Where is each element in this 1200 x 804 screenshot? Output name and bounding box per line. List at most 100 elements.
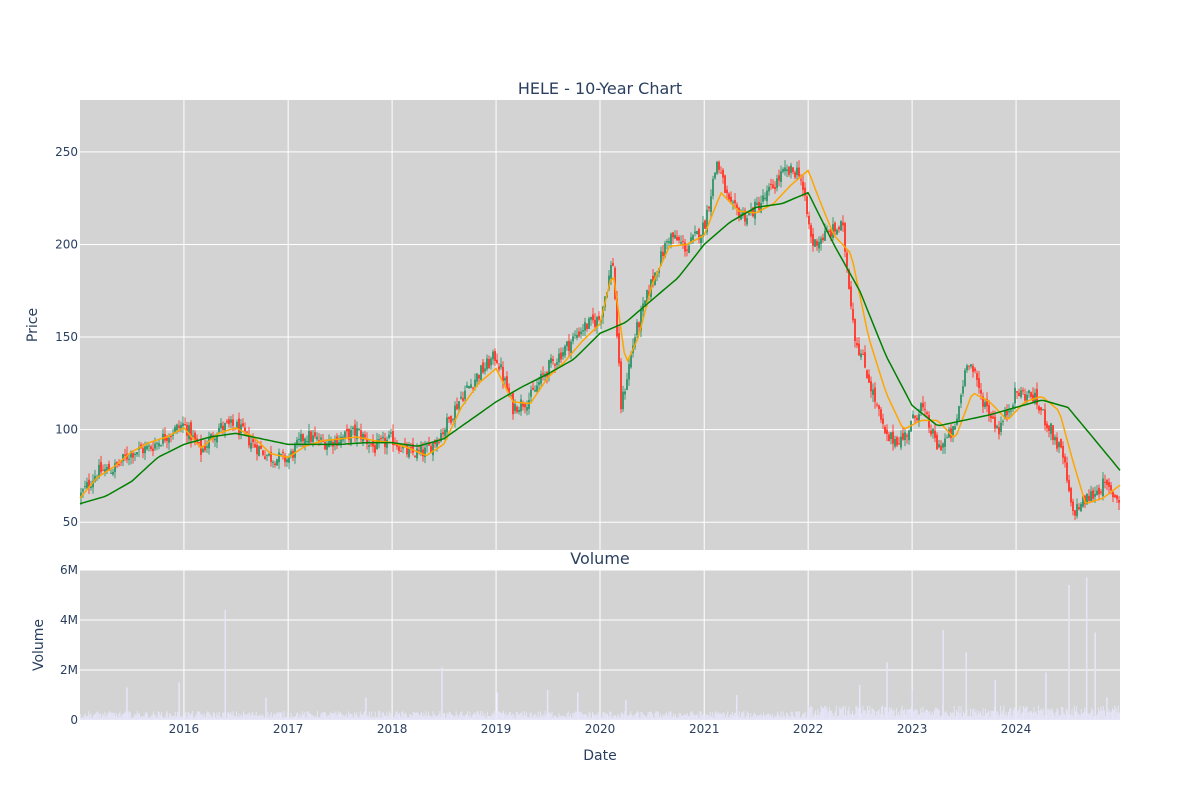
candle-body xyxy=(246,431,248,433)
candle-body xyxy=(870,381,872,392)
x-tick-label: 2021 xyxy=(689,722,720,736)
candle-body xyxy=(922,403,924,408)
candle-body xyxy=(804,187,806,196)
candle-body xyxy=(710,196,712,212)
candle-body xyxy=(668,241,670,243)
candle-body xyxy=(460,396,462,399)
candle-body xyxy=(792,167,794,172)
candle-body xyxy=(874,387,876,402)
candle-body xyxy=(912,414,914,419)
candle-body xyxy=(1070,488,1072,503)
candle-body xyxy=(952,426,954,435)
candle-body xyxy=(506,376,508,391)
candle-body xyxy=(108,463,110,471)
candle-body xyxy=(1006,410,1008,416)
candle-body xyxy=(944,438,946,447)
candle-body xyxy=(1118,499,1120,503)
candle-body xyxy=(446,417,448,433)
price-y-tick-label: 150 xyxy=(55,330,78,344)
candle-body xyxy=(986,398,988,407)
candle-body xyxy=(902,433,904,440)
candle-body xyxy=(560,352,562,360)
candle-body xyxy=(396,444,398,447)
candle-body xyxy=(776,178,778,188)
candle-body xyxy=(146,445,148,450)
candle-body xyxy=(840,221,842,231)
candle-body xyxy=(236,421,238,430)
candle-body xyxy=(130,451,132,458)
x-tick-label: 2022 xyxy=(793,722,824,736)
candle-body xyxy=(988,404,990,416)
candle-body xyxy=(998,427,1000,435)
candle-body xyxy=(390,432,392,434)
candle-body xyxy=(466,385,468,388)
candle-body xyxy=(890,432,892,440)
candle-body xyxy=(788,166,790,175)
candle-body xyxy=(428,443,430,446)
candle-body xyxy=(230,419,232,423)
candle-body xyxy=(314,432,316,437)
candle-body xyxy=(154,443,156,449)
candle-body xyxy=(136,452,138,455)
candle-body xyxy=(1092,490,1094,499)
candle-body xyxy=(338,441,340,444)
candle-body xyxy=(144,446,146,454)
candle-body xyxy=(808,215,810,225)
candle-body xyxy=(464,390,466,400)
candle-body xyxy=(706,209,708,233)
candle-body xyxy=(114,463,116,473)
candle-body xyxy=(278,452,280,463)
candle-body xyxy=(566,341,568,347)
candle-body xyxy=(450,415,452,423)
candle-body xyxy=(312,435,314,443)
candle-body xyxy=(704,220,706,229)
candle-body xyxy=(966,365,968,371)
candle-body xyxy=(438,441,440,443)
price-y-axis-label: Price xyxy=(25,308,41,342)
candle-body xyxy=(88,479,90,488)
candle-body xyxy=(1100,491,1102,493)
candle-body xyxy=(810,225,812,237)
candle-body xyxy=(1030,392,1032,397)
candle-body xyxy=(608,275,610,289)
candle-body xyxy=(996,425,998,428)
candle-body xyxy=(896,437,898,446)
candle-body xyxy=(486,358,488,370)
candle-body xyxy=(100,461,102,473)
candle-body xyxy=(310,431,312,442)
candle-body xyxy=(734,200,736,204)
candle-body xyxy=(1012,405,1014,409)
candle-body xyxy=(1108,482,1110,487)
candle-body xyxy=(620,361,622,410)
candle-body xyxy=(1054,437,1056,441)
candle-body xyxy=(122,454,124,462)
candle-body xyxy=(778,175,780,181)
candle-body xyxy=(664,243,666,258)
candle-body xyxy=(174,426,176,433)
volume-y-axis-label: Volume xyxy=(31,619,47,671)
candle-body xyxy=(696,231,698,235)
candle-body xyxy=(248,434,250,446)
candle-body xyxy=(184,424,186,426)
price-candles xyxy=(80,160,1120,521)
candle-body xyxy=(442,432,444,435)
candle-body xyxy=(672,232,674,238)
candle-body xyxy=(854,319,856,342)
price-y-tick-label: 50 xyxy=(63,515,78,529)
candle-body xyxy=(1090,491,1092,502)
candle-body xyxy=(782,169,784,172)
candle-body xyxy=(832,224,834,239)
candle-body xyxy=(1004,410,1006,419)
candle-body xyxy=(694,231,696,234)
candle-body xyxy=(866,370,868,378)
candle-body xyxy=(382,436,384,439)
candle-body xyxy=(766,190,768,202)
candle-body xyxy=(94,475,96,482)
candle-body xyxy=(960,394,962,404)
candle-body xyxy=(1114,495,1116,498)
candle-body xyxy=(1064,456,1066,463)
candle-body xyxy=(192,435,194,437)
volume-grid xyxy=(80,569,1120,721)
candle-body xyxy=(1074,510,1076,516)
candle-body xyxy=(270,451,272,462)
